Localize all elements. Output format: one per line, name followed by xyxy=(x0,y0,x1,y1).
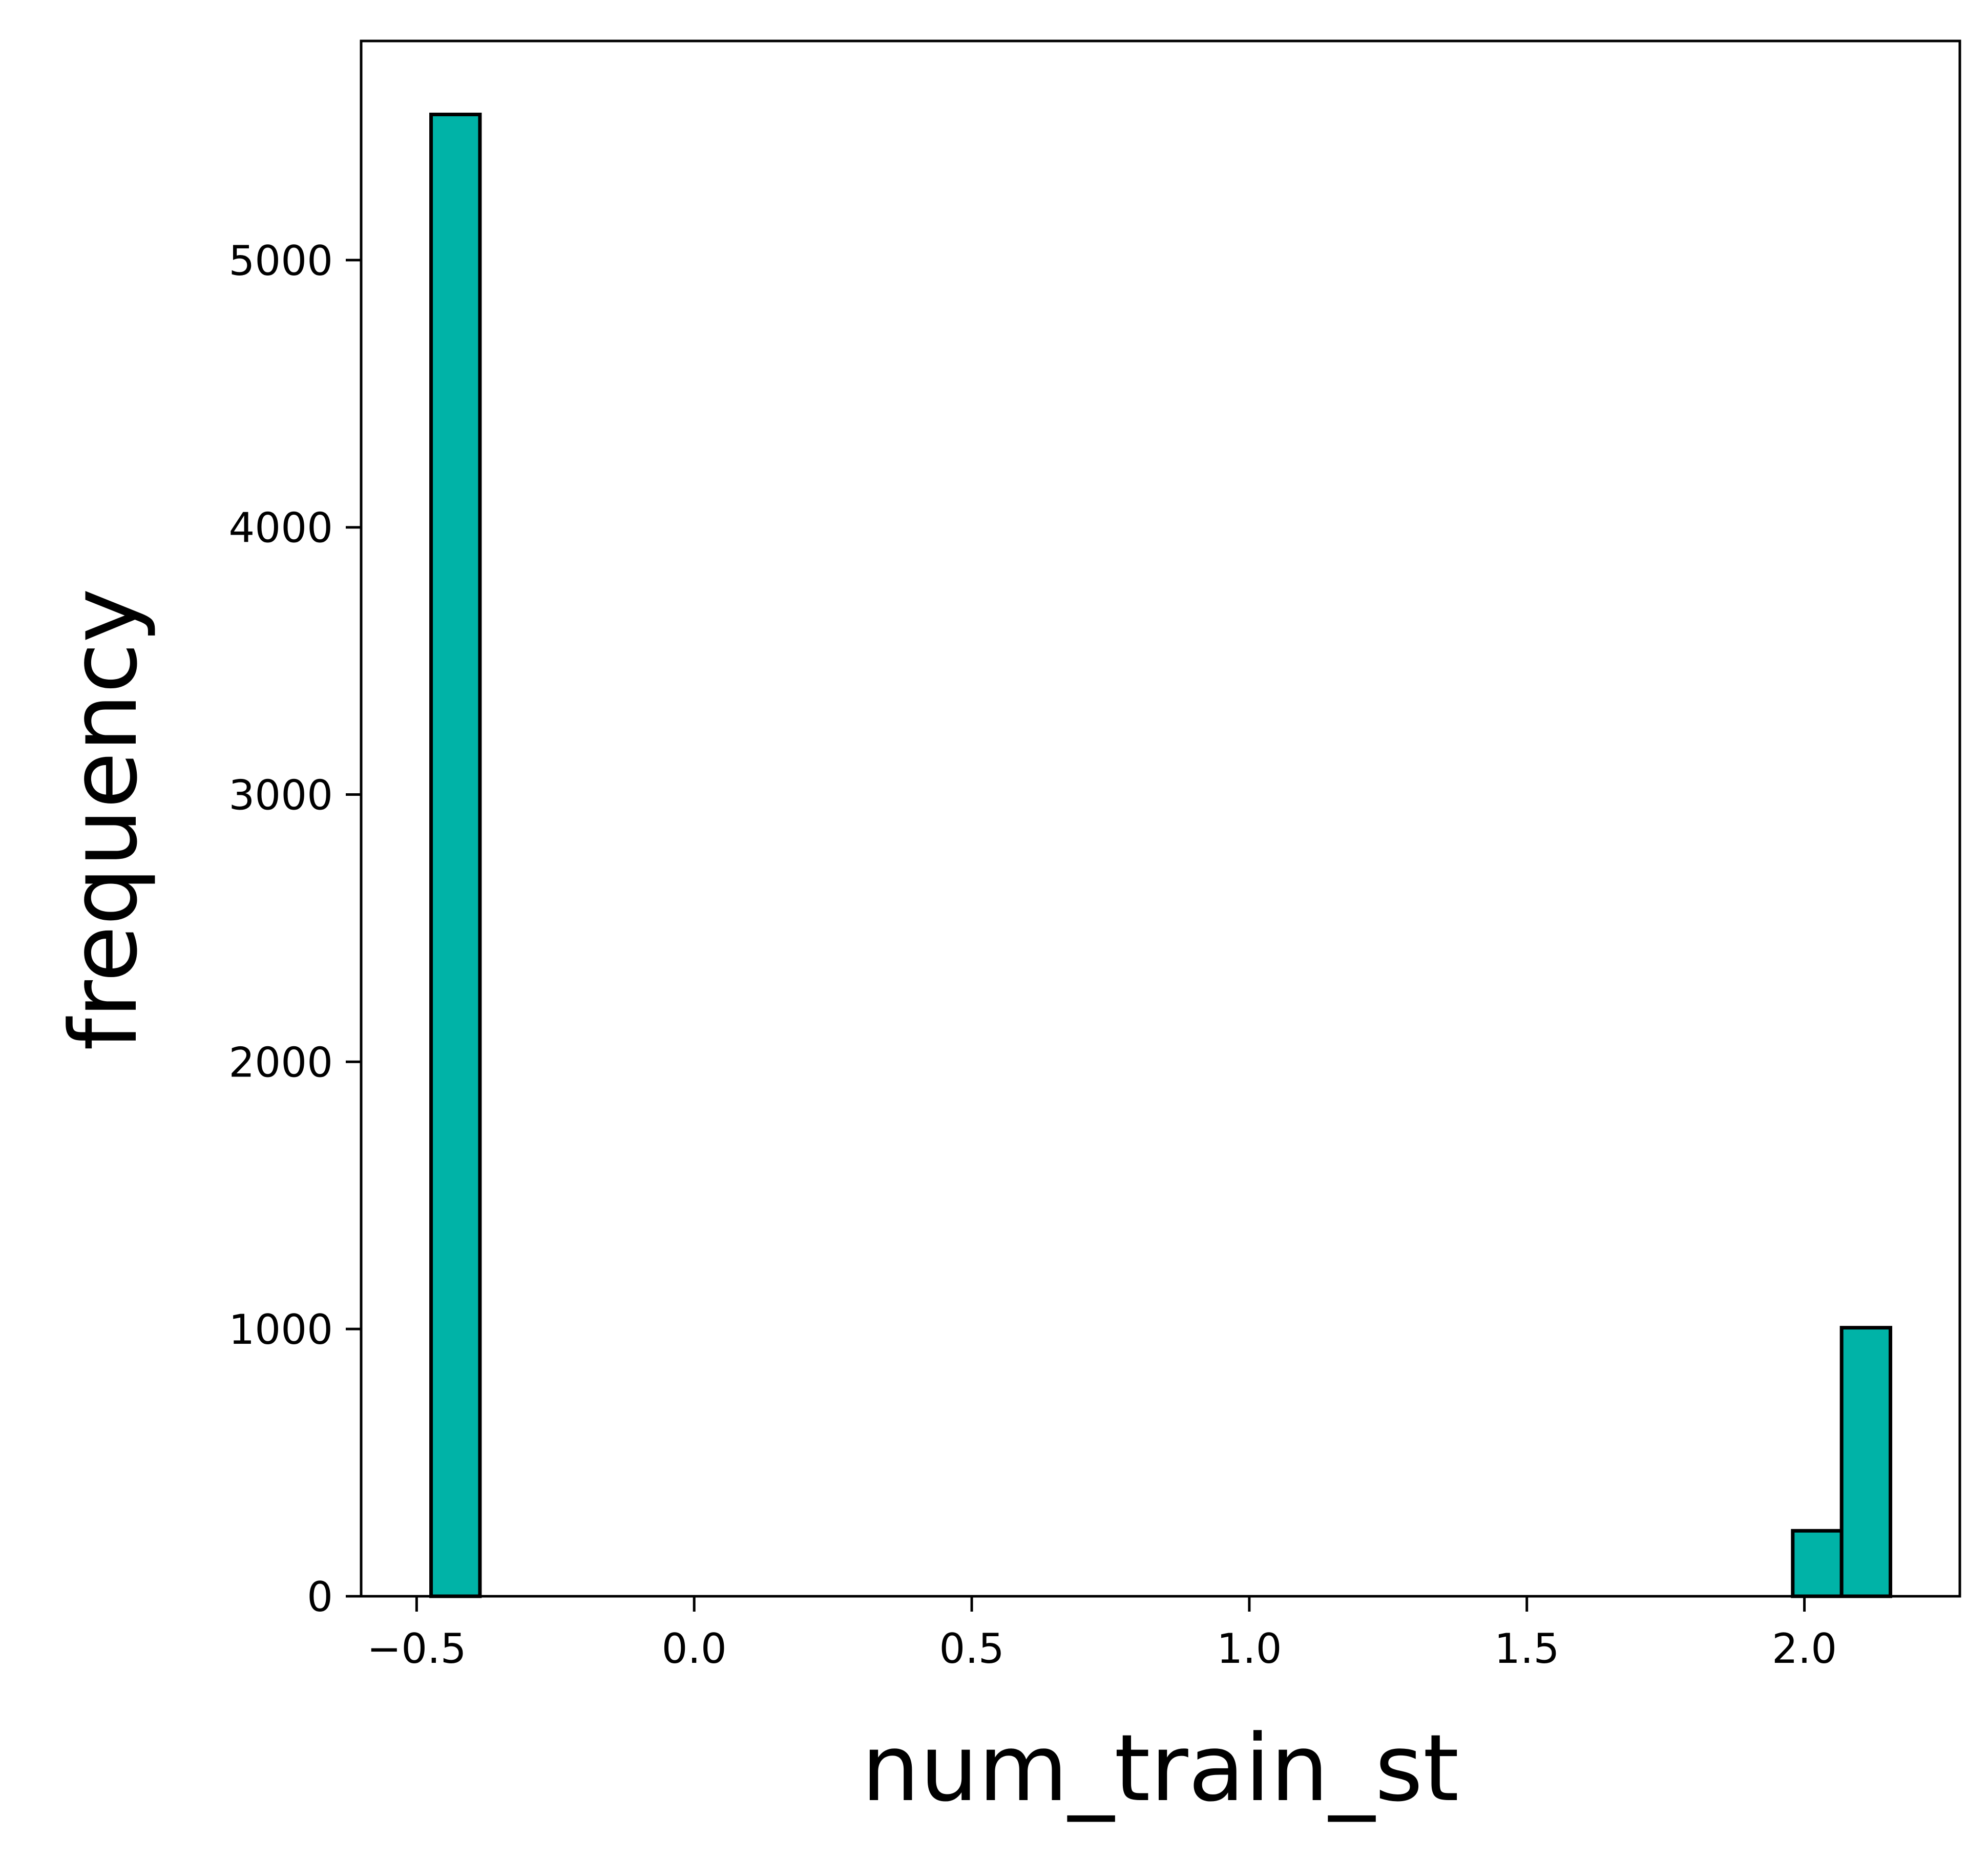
x-tick-label-3: 1.0 xyxy=(1217,1625,1282,1673)
y-tick-label-1: 1000 xyxy=(228,1306,333,1354)
x-tick-label-5: 2.0 xyxy=(1772,1625,1837,1673)
x-tick-label-0: −0.5 xyxy=(367,1625,466,1673)
x-axis-ticks: −0.5 0.0 0.5 1.0 1.5 2.0 xyxy=(367,1596,1837,1673)
y-tick-label-2: 2000 xyxy=(228,1039,333,1086)
x-axis-label: num_train_st xyxy=(862,1715,1459,1822)
histogram-bar-1 xyxy=(1791,1529,1844,1598)
x-tick-label-2: 0.5 xyxy=(939,1625,1004,1673)
plot-frame xyxy=(360,39,1961,1598)
y-tick-label-0: 0 xyxy=(307,1573,333,1621)
y-tick-label-5: 5000 xyxy=(228,237,333,285)
histogram-bar-0 xyxy=(429,113,482,1598)
y-tick-label-4: 4000 xyxy=(228,504,333,552)
x-tick-label-4: 1.5 xyxy=(1494,1625,1559,1673)
y-tick-label-3: 3000 xyxy=(228,772,333,819)
x-tick-label-1: 0.0 xyxy=(662,1625,727,1673)
histogram-bar-2 xyxy=(1839,1326,1893,1598)
bars-group xyxy=(429,113,1893,1598)
y-axis-label: frequency xyxy=(51,588,158,1051)
y-axis-ticks: 0 1000 2000 3000 4000 5000 xyxy=(228,237,361,1621)
